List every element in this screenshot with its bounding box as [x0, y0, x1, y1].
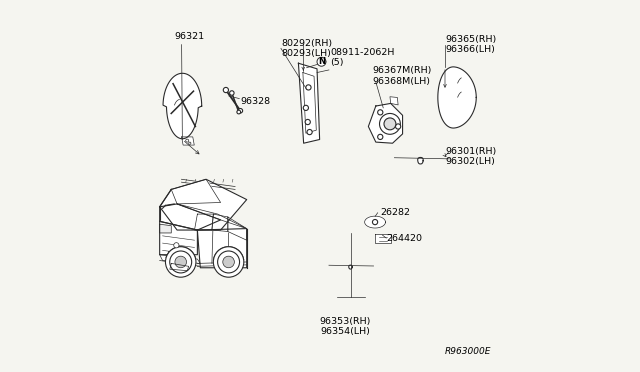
Polygon shape [438, 67, 476, 128]
Polygon shape [172, 179, 221, 204]
Polygon shape [159, 255, 200, 263]
Polygon shape [170, 263, 189, 271]
Circle shape [372, 219, 378, 225]
Polygon shape [159, 224, 172, 233]
Text: 08911-2062H
(5): 08911-2062H (5) [330, 48, 395, 67]
Polygon shape [390, 97, 398, 105]
Polygon shape [418, 157, 423, 164]
Circle shape [317, 57, 326, 66]
Text: 96353(RH)
96354(LH): 96353(RH) 96354(LH) [319, 317, 371, 336]
Polygon shape [228, 217, 246, 240]
Polygon shape [197, 228, 246, 268]
Circle shape [303, 105, 308, 110]
Polygon shape [159, 204, 221, 230]
Circle shape [223, 87, 228, 93]
Circle shape [173, 243, 179, 248]
Polygon shape [168, 252, 186, 255]
Circle shape [166, 247, 196, 277]
Polygon shape [177, 204, 246, 228]
Text: 80292(RH)
80293(LH): 80292(RH) 80293(LH) [281, 39, 332, 58]
Circle shape [305, 119, 310, 125]
Circle shape [396, 124, 401, 129]
Text: 96365(RH)
96366(LH): 96365(RH) 96366(LH) [445, 35, 496, 54]
Circle shape [307, 129, 312, 135]
Polygon shape [365, 216, 385, 228]
Circle shape [170, 251, 191, 273]
Circle shape [378, 134, 383, 140]
Circle shape [306, 85, 311, 90]
Text: 264420: 264420 [386, 234, 422, 243]
Text: 26282: 26282 [381, 208, 411, 217]
Text: R963000E: R963000E [445, 347, 491, 356]
Polygon shape [375, 234, 390, 243]
Circle shape [238, 109, 243, 113]
Text: 96301(RH)
96302(LH): 96301(RH) 96302(LH) [445, 147, 496, 166]
Circle shape [380, 113, 401, 134]
Circle shape [237, 110, 241, 114]
Polygon shape [159, 221, 197, 255]
Polygon shape [369, 103, 403, 143]
Circle shape [218, 251, 239, 273]
Circle shape [189, 142, 191, 144]
Circle shape [186, 139, 189, 142]
Circle shape [378, 110, 383, 115]
Polygon shape [349, 265, 352, 269]
Polygon shape [298, 63, 319, 143]
Polygon shape [163, 73, 202, 139]
Polygon shape [159, 179, 246, 230]
Circle shape [213, 247, 244, 277]
Circle shape [230, 91, 234, 95]
Polygon shape [195, 214, 213, 230]
Text: 96328: 96328 [240, 97, 270, 106]
Circle shape [384, 118, 396, 130]
Circle shape [223, 256, 234, 268]
Text: 96367M(RH)
96368M(LH): 96367M(RH) 96368M(LH) [372, 66, 431, 86]
Text: N: N [318, 57, 325, 66]
Polygon shape [182, 137, 195, 145]
Polygon shape [212, 214, 228, 231]
Circle shape [175, 256, 186, 268]
Text: 96321: 96321 [174, 32, 204, 41]
